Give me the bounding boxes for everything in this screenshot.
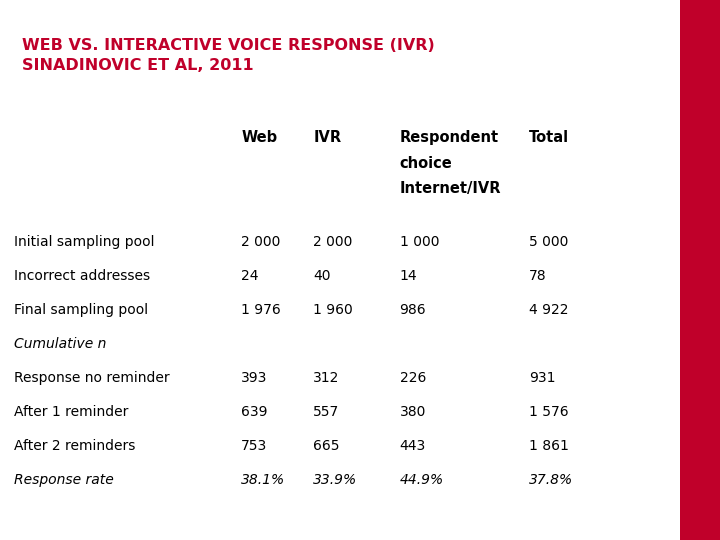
Text: Web: Web	[241, 130, 277, 145]
Text: Respondent: Respondent	[400, 130, 499, 145]
Text: 226: 226	[400, 371, 426, 385]
Text: 38.1%: 38.1%	[241, 473, 285, 487]
Text: 40: 40	[313, 269, 330, 283]
Text: After 2 reminders: After 2 reminders	[14, 439, 136, 453]
Text: Final sampling pool: Final sampling pool	[14, 303, 148, 317]
Text: 24: 24	[241, 269, 258, 283]
Text: 5 000: 5 000	[529, 235, 569, 249]
Text: 639: 639	[241, 405, 268, 419]
Text: 1 960: 1 960	[313, 303, 353, 317]
Text: 380: 380	[400, 405, 426, 419]
Text: 1 576: 1 576	[529, 405, 569, 419]
Text: Total: Total	[529, 130, 570, 145]
Text: 33.9%: 33.9%	[313, 473, 357, 487]
Text: Response rate: Response rate	[14, 473, 114, 487]
Text: Incorrect addresses: Incorrect addresses	[14, 269, 150, 283]
Text: choice: choice	[400, 156, 452, 171]
Text: 2 000: 2 000	[241, 235, 281, 249]
Text: 393: 393	[241, 371, 268, 385]
Text: 931: 931	[529, 371, 556, 385]
Text: 1 000: 1 000	[400, 235, 439, 249]
Text: 665: 665	[313, 439, 340, 453]
Text: Response no reminder: Response no reminder	[14, 371, 170, 385]
Text: 44.9%: 44.9%	[400, 473, 444, 487]
Text: 37.8%: 37.8%	[529, 473, 573, 487]
Text: 78: 78	[529, 269, 546, 283]
Text: 14: 14	[400, 269, 417, 283]
Text: 312: 312	[313, 371, 340, 385]
Text: 753: 753	[241, 439, 267, 453]
Text: 443: 443	[400, 439, 426, 453]
Text: Cumulative n: Cumulative n	[14, 337, 107, 351]
Text: 4 922: 4 922	[529, 303, 569, 317]
Text: 1 861: 1 861	[529, 439, 569, 453]
Text: 2 000: 2 000	[313, 235, 353, 249]
Text: 1 976: 1 976	[241, 303, 281, 317]
Text: 557: 557	[313, 405, 339, 419]
Text: WEB VS. INTERACTIVE VOICE RESPONSE (IVR)
SINADINOVIC ET AL, 2011: WEB VS. INTERACTIVE VOICE RESPONSE (IVR)…	[22, 38, 434, 73]
Text: Initial sampling pool: Initial sampling pool	[14, 235, 155, 249]
Text: 986: 986	[400, 303, 426, 317]
FancyBboxPatch shape	[680, 0, 720, 540]
Text: After 1 reminder: After 1 reminder	[14, 405, 129, 419]
Text: IVR: IVR	[313, 130, 341, 145]
Text: Internet/IVR: Internet/IVR	[400, 181, 501, 197]
